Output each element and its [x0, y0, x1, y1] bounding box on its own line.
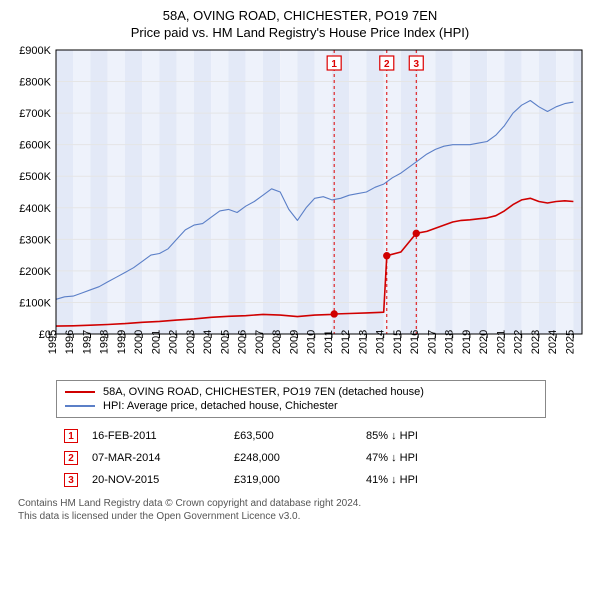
svg-text:2008: 2008	[271, 330, 283, 354]
svg-text:£300K: £300K	[19, 234, 51, 246]
svg-text:1: 1	[331, 59, 337, 70]
sale-marker-cell: 2	[58, 448, 84, 468]
svg-text:2024: 2024	[547, 330, 559, 354]
svg-text:1998: 1998	[99, 330, 111, 354]
svg-text:2006: 2006	[237, 330, 249, 354]
sale-price: £63,500	[228, 426, 358, 446]
legend: 58A, OVING ROAD, CHICHESTER, PO19 7EN (d…	[56, 380, 546, 418]
sale-price: £319,000	[228, 470, 358, 490]
svg-text:2013: 2013	[357, 330, 369, 354]
svg-text:2016: 2016	[409, 330, 421, 354]
price-chart: £0£100K£200K£300K£400K£500K£600K£700K£80…	[8, 44, 592, 374]
footer: Contains HM Land Registry data © Crown c…	[18, 498, 592, 523]
svg-text:1995: 1995	[47, 330, 59, 354]
svg-text:1997: 1997	[81, 330, 93, 354]
svg-text:2021: 2021	[495, 330, 507, 354]
legend-swatch	[65, 405, 95, 407]
table-row: 2 07-MAR-2014£248,00047% ↓ HPI	[58, 448, 544, 468]
sale-marker-cell: 3	[58, 470, 84, 490]
sale-date: 20-NOV-2015	[86, 470, 226, 490]
svg-text:2025: 2025	[564, 330, 576, 354]
svg-text:2000: 2000	[133, 330, 145, 354]
svg-text:2002: 2002	[168, 330, 180, 354]
svg-text:2012: 2012	[340, 330, 352, 354]
table-row: 1 16-FEB-2011£63,50085% ↓ HPI	[58, 426, 544, 446]
svg-text:2015: 2015	[392, 330, 404, 354]
svg-text:2005: 2005	[219, 330, 231, 354]
svg-text:£100K: £100K	[19, 297, 51, 309]
svg-text:1996: 1996	[64, 330, 76, 354]
svg-text:2003: 2003	[185, 330, 197, 354]
svg-text:1999: 1999	[116, 330, 128, 354]
footer-line-1: Contains HM Land Registry data © Crown c…	[18, 498, 592, 511]
legend-item: 58A, OVING ROAD, CHICHESTER, PO19 7EN (d…	[65, 385, 537, 399]
sale-date: 07-MAR-2014	[86, 448, 226, 468]
footer-line-2: This data is licensed under the Open Gov…	[18, 511, 592, 524]
svg-text:2001: 2001	[150, 330, 162, 354]
sale-date: 16-FEB-2011	[86, 426, 226, 446]
svg-text:2: 2	[384, 59, 390, 70]
svg-text:2020: 2020	[478, 330, 490, 354]
svg-text:2018: 2018	[444, 330, 456, 354]
svg-text:2022: 2022	[513, 330, 525, 354]
svg-text:2019: 2019	[461, 330, 473, 354]
chart-container: £0£100K£200K£300K£400K£500K£600K£700K£80…	[8, 44, 592, 374]
svg-text:2009: 2009	[288, 330, 300, 354]
svg-text:2010: 2010	[306, 330, 318, 354]
chart-title: 58A, OVING ROAD, CHICHESTER, PO19 7EN Pr…	[8, 8, 592, 40]
svg-text:2014: 2014	[375, 330, 387, 354]
svg-text:2023: 2023	[530, 330, 542, 354]
svg-text:£400K: £400K	[19, 203, 51, 215]
svg-text:£500K: £500K	[19, 171, 51, 183]
legend-label: 58A, OVING ROAD, CHICHESTER, PO19 7EN (d…	[103, 386, 424, 398]
legend-item: HPI: Average price, detached house, Chic…	[65, 399, 537, 413]
sale-price: £248,000	[228, 448, 358, 468]
title-line-2: Price paid vs. HM Land Registry's House …	[8, 25, 592, 40]
legend-swatch	[65, 391, 95, 393]
sale-delta: 41% ↓ HPI	[360, 470, 544, 490]
svg-text:2004: 2004	[202, 330, 214, 354]
svg-text:2017: 2017	[426, 330, 438, 354]
sale-marker-cell: 1	[58, 426, 84, 446]
sale-marker-icon: 3	[64, 473, 78, 487]
svg-text:3: 3	[413, 59, 419, 70]
sale-marker-icon: 2	[64, 451, 78, 465]
table-row: 3 20-NOV-2015£319,00041% ↓ HPI	[58, 470, 544, 490]
svg-text:£600K: £600K	[19, 140, 51, 152]
sale-delta: 85% ↓ HPI	[360, 426, 544, 446]
svg-text:£900K: £900K	[19, 45, 51, 57]
svg-text:2007: 2007	[254, 330, 266, 354]
sale-delta: 47% ↓ HPI	[360, 448, 544, 468]
svg-text:£200K: £200K	[19, 266, 51, 278]
legend-label: HPI: Average price, detached house, Chic…	[103, 400, 338, 412]
sales-table: 1 16-FEB-2011£63,50085% ↓ HPI 2 07-MAR-2014…	[56, 424, 546, 492]
svg-text:£700K: £700K	[19, 108, 51, 120]
sale-marker-icon: 1	[64, 429, 78, 443]
title-line-1: 58A, OVING ROAD, CHICHESTER, PO19 7EN	[8, 8, 592, 23]
svg-text:£800K: £800K	[19, 77, 51, 89]
svg-text:2011: 2011	[323, 330, 335, 354]
